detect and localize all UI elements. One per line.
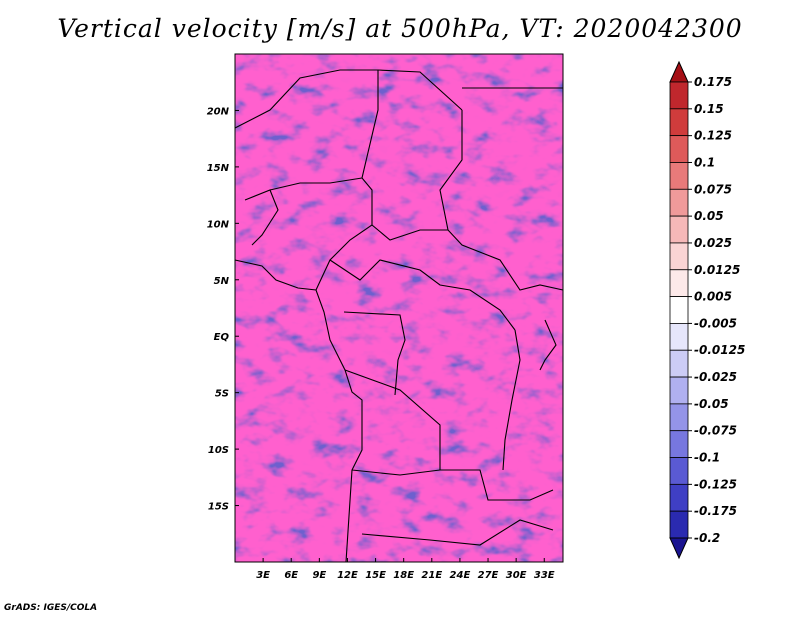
colorbar-label: -0.0125: [694, 343, 745, 357]
colorbar-segment-2: [669, 108, 689, 137]
colorbar-segment-4: [669, 162, 689, 190]
x-tick-label: 18E: [393, 570, 414, 581]
colorbar-segment-5: [669, 188, 689, 217]
y-tick-label: 15N: [207, 163, 230, 174]
x-tick-label: 33E: [534, 570, 555, 581]
x-tick-label: 15E: [365, 570, 386, 581]
y-axis: 20N 15N 10N 5N EQ 5S 10S 15S: [207, 106, 239, 513]
colorbar-label: 0.175: [694, 75, 732, 89]
colorbar-segment-11: [669, 349, 689, 378]
colorbar-segment-15: [669, 457, 689, 485]
colorbar-segment-3: [669, 135, 689, 163]
colorbar-label: 0.1: [694, 155, 715, 169]
colorbar-label: 0.15: [694, 102, 724, 116]
colorbar-label: 0.125: [694, 129, 732, 143]
colorbar-label: -0.075: [694, 424, 737, 438]
colorbar-segment-1: [669, 81, 689, 110]
colorbar-label: 0.05: [694, 209, 724, 223]
colorbar-segment-17: [669, 510, 689, 539]
colorbar-label: -0.1: [694, 451, 720, 465]
colorbar-label: 0.0125: [694, 263, 740, 277]
colorbar-segment-10: [669, 323, 689, 351]
y-tick-label: 5S: [215, 389, 229, 400]
colorbar-label: -0.2: [694, 531, 720, 545]
colorbar-segment-9: [669, 296, 689, 324]
x-tick-label: 3E: [256, 570, 270, 581]
colorbar-label: -0.125: [694, 477, 737, 491]
colorbar-segment-16: [669, 483, 689, 512]
x-tick-label: 24E: [450, 570, 471, 581]
x-tick-label: 27E: [478, 570, 499, 581]
colorbar-segment-12: [669, 376, 689, 405]
colorbar-label: -0.005: [694, 316, 737, 330]
x-tick-label: 6E: [284, 570, 298, 581]
plot-frame: [234, 53, 564, 563]
colorbar-segment-6: [669, 215, 689, 244]
y-tick-label: 20N: [207, 106, 230, 117]
country-boundaries: [234, 69, 564, 563]
colorbar-segment-13: [669, 403, 689, 432]
colorbar-bottom-arrow: [669, 537, 689, 560]
y-tick-label: 15S: [208, 502, 229, 513]
grads-credit: GrADS: IGES/COLA: [4, 603, 98, 613]
colorbar-segment-14: [669, 430, 689, 458]
y-tick-label: 10S: [208, 445, 229, 456]
y-tick-label: EQ: [214, 332, 230, 343]
colorbar-label: 0.005: [694, 290, 732, 304]
x-axis: 3E 6E 9E 12E 15E 18E 21E 24E 27E 30E 33E: [256, 558, 555, 581]
vertical-velocity-field: [235, 54, 563, 562]
y-tick-label: 5N: [214, 276, 230, 287]
colorbar-label: -0.175: [694, 504, 737, 518]
x-tick-label: 12E: [337, 570, 358, 581]
colorbar-label: -0.025: [694, 370, 737, 384]
x-tick-label: 21E: [421, 570, 442, 581]
colorbar-label: 0.025: [694, 236, 732, 250]
x-tick-label: 30E: [506, 570, 527, 581]
chart-title: Vertical velocity [m/s] at 500hPa, VT: 2…: [57, 14, 743, 43]
colorbar-segment-8: [669, 269, 689, 297]
colorbar-label: -0.05: [694, 397, 729, 411]
colorbar-label: 0.075: [694, 182, 732, 196]
colorbar-top-arrow: [669, 60, 689, 83]
y-tick-label: 10N: [207, 219, 230, 230]
colorbar-segment-7: [669, 242, 689, 271]
colorbar: 0.175 0.15 0.125 0.1 0.075 0.05 0.025 0.0125 0.0…: [669, 60, 745, 560]
x-tick-label: 9E: [312, 570, 326, 581]
